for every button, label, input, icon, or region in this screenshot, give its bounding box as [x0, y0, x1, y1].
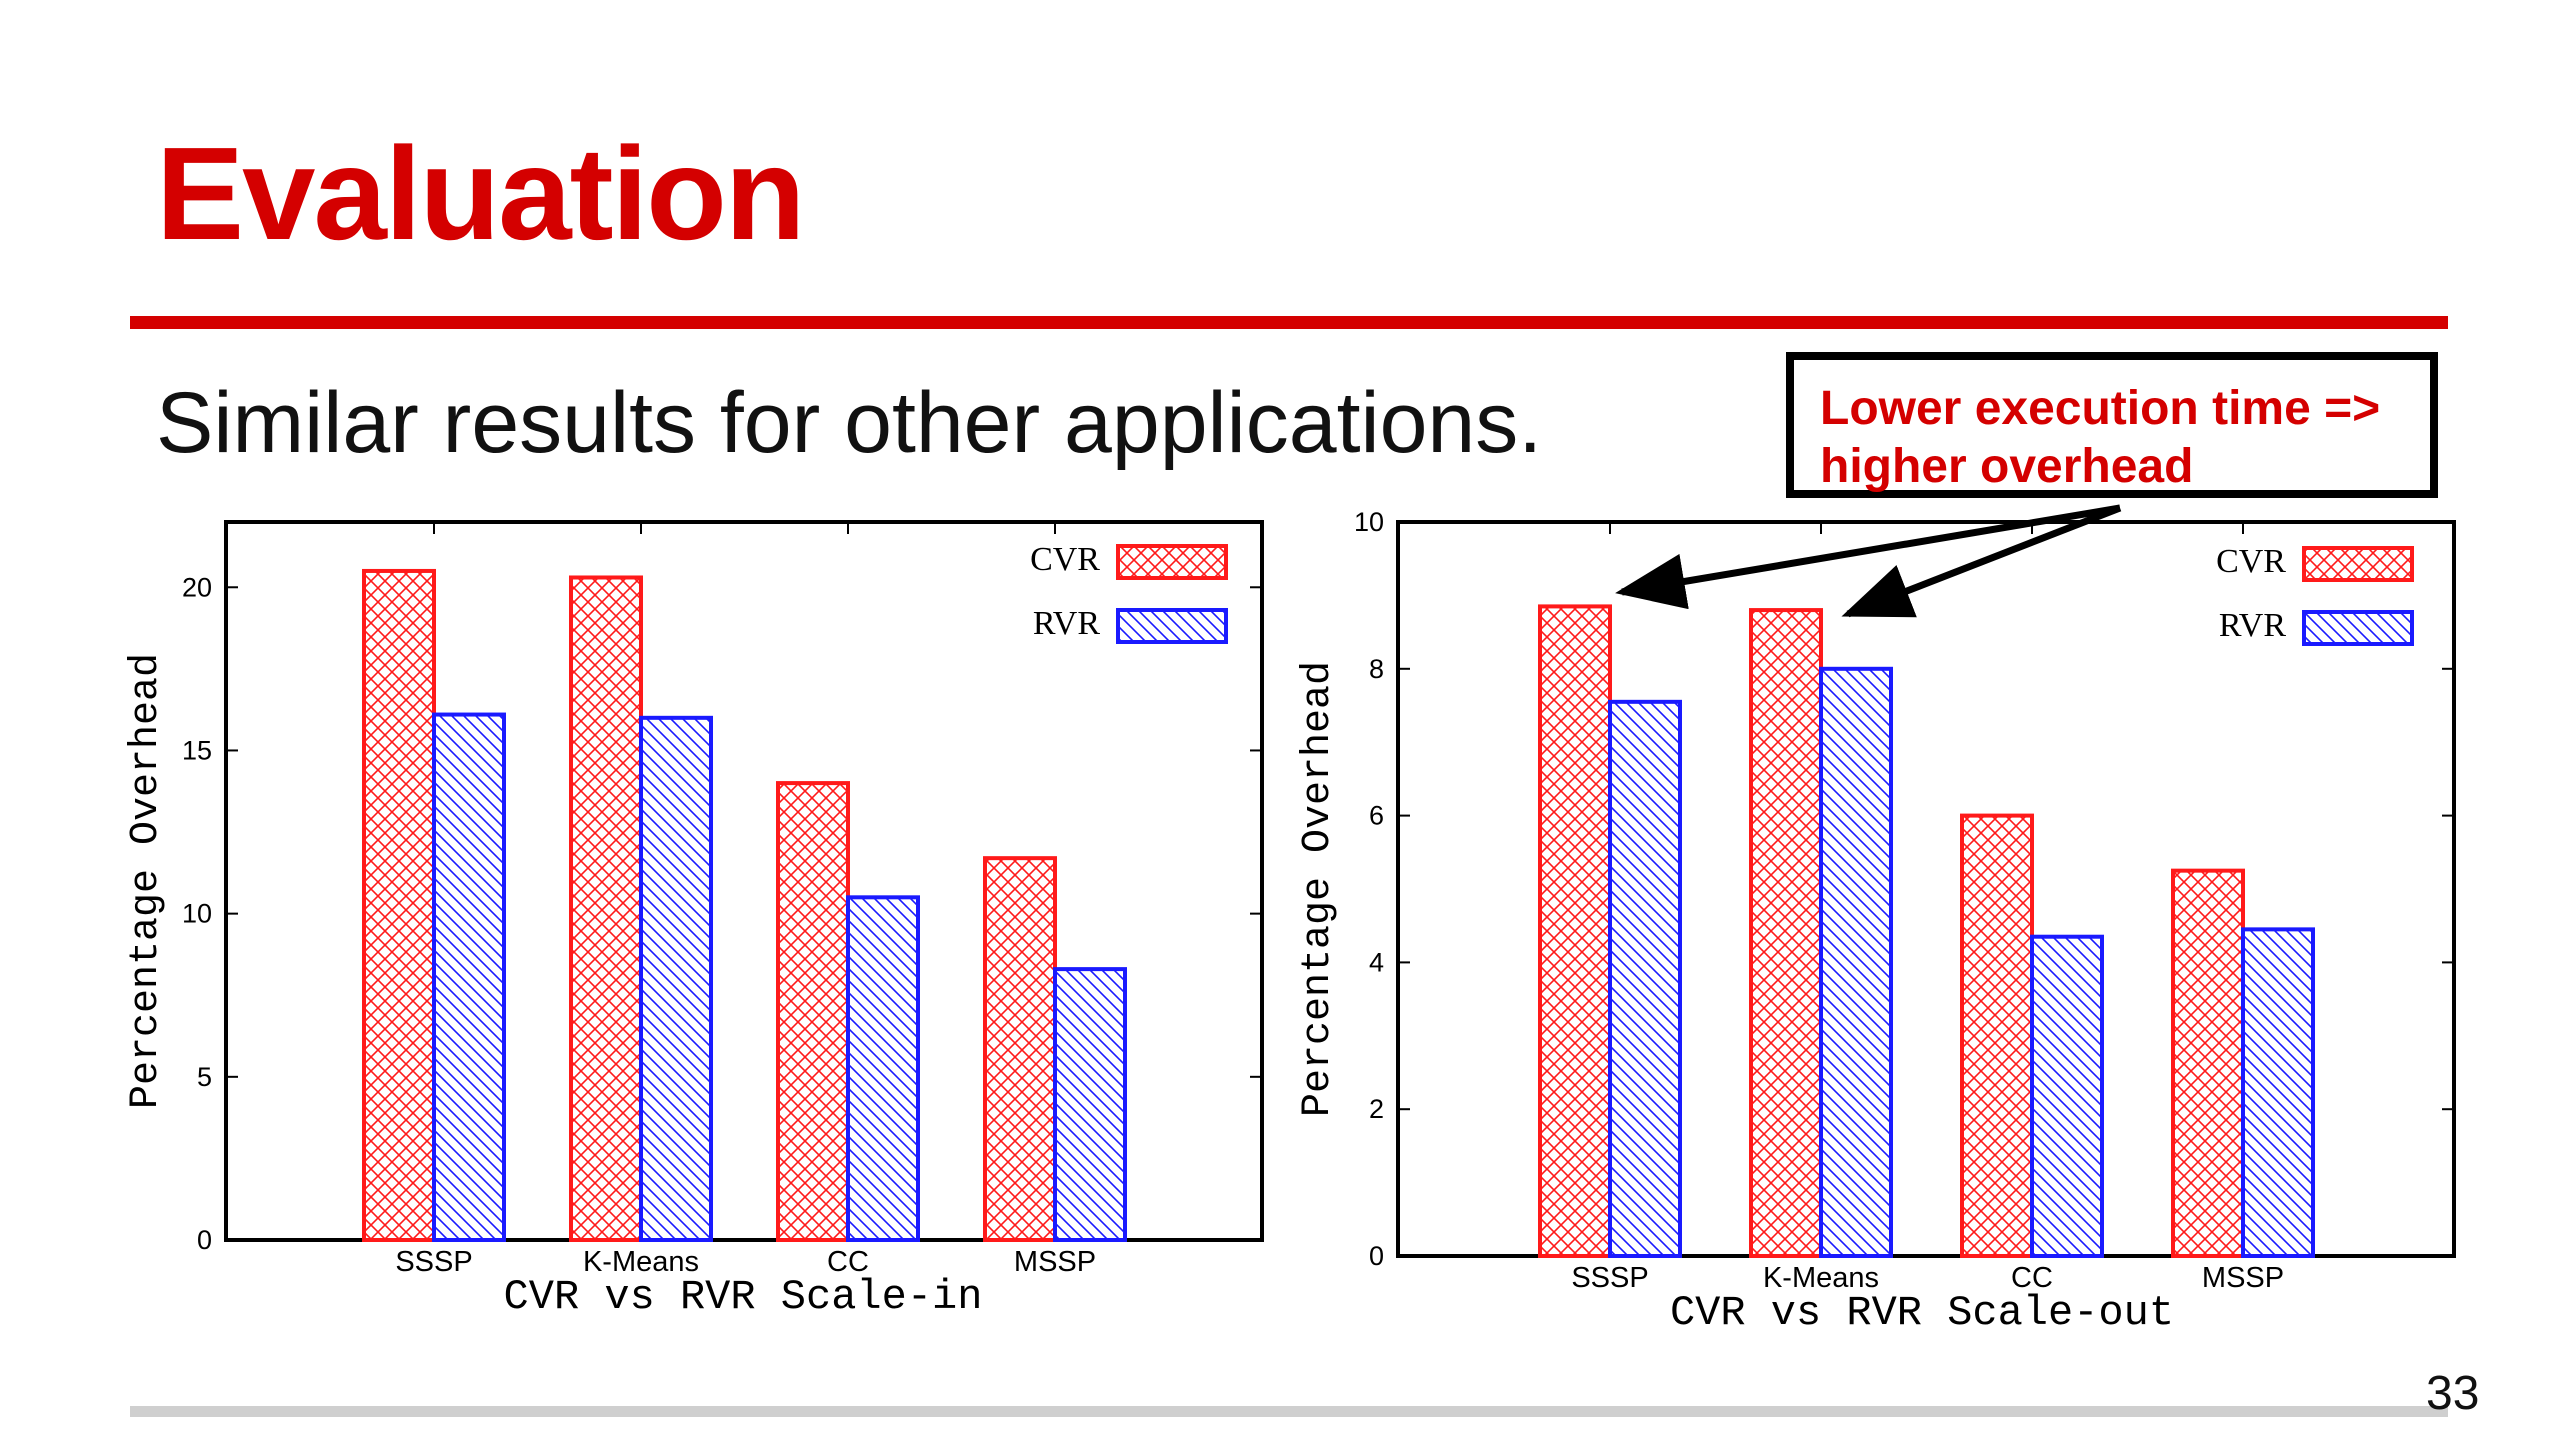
y-axis-label: Percentage Overhead	[124, 653, 169, 1109]
x-tick-label: CC	[827, 1246, 869, 1278]
y-tick-label: 2	[1369, 1094, 1384, 1124]
legend-swatch-rvr	[1116, 608, 1228, 644]
bar-rvr-cc	[846, 895, 920, 1242]
legend-label: RVR	[1033, 605, 1101, 642]
plot-frame	[224, 520, 1264, 1242]
bar-rvr-mssp	[2241, 927, 2315, 1258]
callout-line-1: Lower execution time =>	[1820, 382, 2381, 435]
y-tick-label: 8	[1369, 654, 1384, 684]
y-tick-label: 20	[182, 572, 212, 602]
legend-swatch-rvr	[2302, 610, 2414, 646]
bar-cvr-cc	[1960, 813, 2034, 1258]
y-tick-label: 0	[197, 1225, 212, 1255]
slide-title: Evaluation	[156, 120, 805, 267]
bar-rvr-sssp	[1608, 699, 1682, 1258]
bar-cvr-sssp	[1538, 604, 1612, 1258]
bar-rvr-k-means	[639, 715, 713, 1242]
legend-label: RVR	[2219, 607, 2287, 644]
legend-swatch-cvr	[2302, 546, 2414, 582]
chart-title: CVR vs RVR Scale-in	[504, 1273, 983, 1321]
page-number: 33	[2426, 1367, 2480, 1420]
y-tick-label: 10	[182, 899, 212, 929]
bar-cvr-mssp	[2171, 868, 2245, 1259]
callout-line-2: higher overhead	[1820, 440, 2194, 493]
y-tick-label: 6	[1369, 801, 1384, 831]
bar-rvr-mssp	[1053, 967, 1127, 1242]
x-tick-label: CC	[2011, 1262, 2053, 1294]
legend-swatch-cvr	[1116, 544, 1228, 580]
bar-rvr-sssp	[432, 712, 506, 1242]
x-tick-label: MSSP	[1014, 1246, 1096, 1278]
bar-cvr-k-means	[1749, 608, 1823, 1258]
y-tick-label: 4	[1369, 947, 1384, 977]
slide-subtitle: Similar results for other applications.	[156, 375, 1543, 471]
x-tick-label: K-Means	[583, 1246, 699, 1278]
footer-divider	[130, 1406, 2448, 1417]
y-tick-label: 0	[1369, 1241, 1384, 1271]
title-divider	[130, 316, 2448, 329]
legend-label: CVR	[1030, 541, 1100, 578]
chart-title: CVR vs RVR Scale-out	[1670, 1289, 2174, 1337]
bar-rvr-cc	[2030, 934, 2104, 1259]
x-tick-label: SSSP	[1571, 1262, 1648, 1294]
x-tick-label: K-Means	[1763, 1262, 1879, 1294]
y-tick-label: 15	[182, 735, 212, 765]
callout-box: Lower execution time => higher overhead	[1786, 352, 2438, 498]
x-tick-label: SSSP	[395, 1246, 472, 1278]
y-tick-label: 10	[1354, 507, 1384, 537]
x-tick-label: MSSP	[2202, 1262, 2284, 1294]
legend-label: CVR	[2216, 543, 2286, 580]
y-axis-label: Percentage Overhead	[1296, 661, 1341, 1117]
y-tick-label: 5	[197, 1062, 212, 1092]
bar-rvr-k-means	[1819, 666, 1893, 1258]
bar-cvr-mssp	[983, 856, 1057, 1242]
